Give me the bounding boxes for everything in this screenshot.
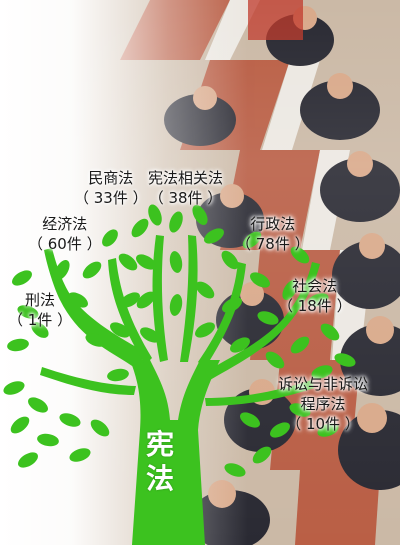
category-count: （ 33件 ）: [74, 189, 148, 207]
category-name: 社会法: [292, 277, 338, 295]
category-name: 行政法: [250, 215, 296, 233]
category-name: 民商法: [88, 169, 134, 187]
trunk-title-line1: 宪: [145, 428, 174, 461]
label-litigation-procedure-law: 诉讼与非诉讼 程序法 （ 10件 ）: [278, 374, 368, 434]
trunk-title-constitution: 宪 法: [140, 428, 180, 496]
category-name-line2: 程序法: [300, 395, 346, 413]
label-civil-commercial-law: 民商法 （ 33件 ）: [74, 168, 148, 208]
category-count: （ 18件 ）: [278, 297, 352, 315]
category-name: 经济法: [42, 215, 88, 233]
label-constitution-related-law: 宪法相关法 （ 38件 ）: [148, 168, 223, 208]
label-social-law: 社会法 （ 18件 ）: [278, 276, 352, 316]
category-count: （ 78件 ）: [236, 235, 310, 253]
category-count: （ 60件 ）: [28, 235, 102, 253]
trunk-title-line2: 法: [145, 462, 174, 495]
category-name: 刑法: [25, 291, 56, 309]
category-count: （ 10件 ）: [286, 415, 360, 433]
category-count: （ 38件 ）: [148, 189, 223, 207]
label-economic-law: 经济法 （ 60件 ）: [28, 214, 102, 254]
label-administrative-law: 行政法 （ 78件 ）: [236, 214, 310, 254]
category-count: （ 1件 ）: [8, 311, 73, 329]
label-criminal-law: 刑法 （ 1件 ）: [8, 290, 72, 330]
category-name-line1: 诉讼与非诉讼: [278, 375, 369, 393]
category-name: 宪法相关法: [148, 169, 224, 187]
